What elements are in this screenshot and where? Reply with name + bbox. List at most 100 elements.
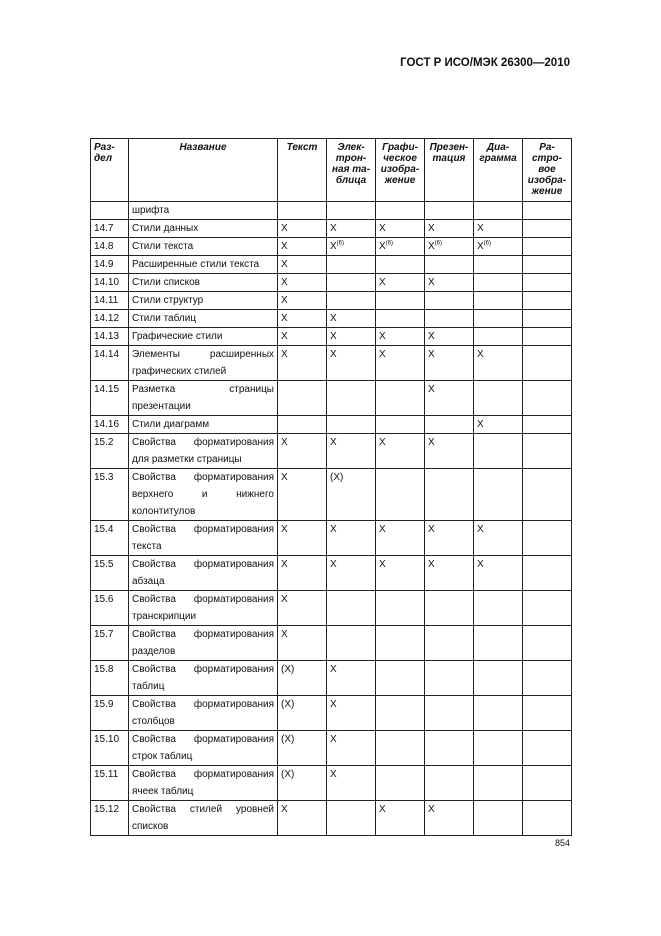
mark-cell: X (277, 590, 327, 626)
mark-cell (473, 468, 523, 521)
mark-cell: X (326, 555, 376, 591)
name-cell: Стили данных (128, 219, 278, 238)
mark-cell (424, 660, 474, 696)
mark-cell: (X) (277, 730, 327, 766)
mark-cell (424, 765, 474, 801)
mark-cell (522, 309, 572, 328)
name-cell: Свойства форматирования абзаца (128, 555, 278, 591)
name-cell: Элементы расширенных графических стилей (128, 345, 278, 381)
name-cell: Расширенные стили текста (128, 255, 278, 274)
mark-cell (473, 291, 523, 310)
mark-cell: X (375, 520, 425, 556)
name-cell: Свойства стилей уровней списков (128, 800, 278, 836)
table-row: 14.8 Стили текста X X(6) X(6) X(6) X(6) (90, 237, 572, 256)
mark-cell (424, 730, 474, 766)
mark-cell (424, 625, 474, 661)
table-row: 15.4 Свойства форматирования текста X X X X X (90, 520, 572, 556)
column-header: Диа- грамма (473, 138, 523, 202)
column-header: Ра- стро- вое изобра- жение (522, 138, 572, 202)
name-cell: Свойства форматирования столбцов (128, 695, 278, 731)
name-cell: Стили структур (128, 291, 278, 310)
mark-cell (522, 219, 572, 238)
mark-cell (522, 468, 572, 521)
mark-cell (522, 291, 572, 310)
column-header: Название (128, 138, 278, 202)
mark-cell (473, 433, 523, 469)
table-row: 15.12 Свойства стилей уровней списков X X X (90, 800, 572, 836)
name-cell: Свойства форматирования транскрипции (128, 590, 278, 626)
mark-cell: X (277, 273, 327, 292)
section-cell: 14.11 (90, 291, 129, 310)
mark-cell: X (326, 309, 376, 328)
mark-cell (473, 255, 523, 274)
mark-cell: X (473, 555, 523, 591)
mark-cell (424, 255, 474, 274)
mark-cell (326, 273, 376, 292)
mark-cell: X (326, 765, 376, 801)
mark-cell: X (277, 237, 327, 256)
mark-cell (375, 415, 425, 434)
mark-cell (375, 255, 425, 274)
mark-cell: X (473, 520, 523, 556)
table-row: 14.11 Стили структур X (90, 291, 572, 310)
mark-cell (473, 273, 523, 292)
mark-cell (473, 625, 523, 661)
mark-cell (522, 415, 572, 434)
section-cell: 15.12 (90, 800, 129, 836)
mark-cell (522, 800, 572, 836)
mark-cell (522, 380, 572, 416)
section-cell: 14.14 (90, 345, 129, 381)
section-cell: 14.9 (90, 255, 129, 274)
section-cell: 14.16 (90, 415, 129, 434)
mark-cell (522, 345, 572, 381)
section-cell: 15.4 (90, 520, 129, 556)
table-row: 14.12 Стили таблиц X X (90, 309, 572, 328)
mark-cell: X (277, 625, 327, 661)
mark-cell: X (277, 520, 327, 556)
mark-cell: X (375, 345, 425, 381)
mark-cell (522, 520, 572, 556)
mark-cell (375, 380, 425, 416)
mark-cell (473, 730, 523, 766)
mark-cell: (X) (277, 695, 327, 731)
mark-cell: X (424, 380, 474, 416)
mark-cell: (X) (277, 765, 327, 801)
table-row: 15.10 Свойства форматирования строк табли… (90, 730, 572, 766)
table-row: 14.13 Графические стили X X X X (90, 327, 572, 346)
footnote-ref: (6) (385, 240, 394, 247)
mark-cell (424, 291, 474, 310)
table-row: 15.7 Свойства форматирования разделов X (90, 625, 572, 661)
mark-cell (473, 695, 523, 731)
mark-cell (473, 309, 523, 328)
mark-cell: X (424, 555, 474, 591)
table-row: 15.3 Свойства форматирования верхнего и н… (90, 468, 572, 521)
mark-cell (277, 415, 327, 434)
mark-cell (375, 660, 425, 696)
mark-cell (473, 800, 523, 836)
name-cell: Свойства форматирования ячеек таблиц (128, 765, 278, 801)
section-cell: 15.9 (90, 695, 129, 731)
section-cell: 15.7 (90, 625, 129, 661)
mark-cell: X (424, 345, 474, 381)
name-cell: Свойства форматирования для разметки стр… (128, 433, 278, 469)
mark-cell: X (424, 273, 474, 292)
section-cell: 15.10 (90, 730, 129, 766)
table-row: 15.5 Свойства форматирования абзаца X X X X X (90, 555, 572, 591)
table-row: 14.15 Разметка страницы презентации X (90, 380, 572, 416)
mark-cell (522, 590, 572, 626)
name-cell: Свойства форматирования разделов (128, 625, 278, 661)
mark-cell (424, 468, 474, 521)
section-cell: 14.12 (90, 309, 129, 328)
mark-cell: X (424, 520, 474, 556)
mark-cell (375, 291, 425, 310)
mark-cell (522, 765, 572, 801)
mark-cell (375, 590, 425, 626)
mark-cell: X (424, 800, 474, 836)
section-cell: 15.3 (90, 468, 129, 521)
name-cell: шрифта (128, 201, 278, 220)
name-cell: Стили диаграмм (128, 415, 278, 434)
mark-cell (326, 625, 376, 661)
mark-cell: X (424, 433, 474, 469)
mark-cell (424, 201, 474, 220)
footnote-ref: (6) (483, 240, 492, 247)
